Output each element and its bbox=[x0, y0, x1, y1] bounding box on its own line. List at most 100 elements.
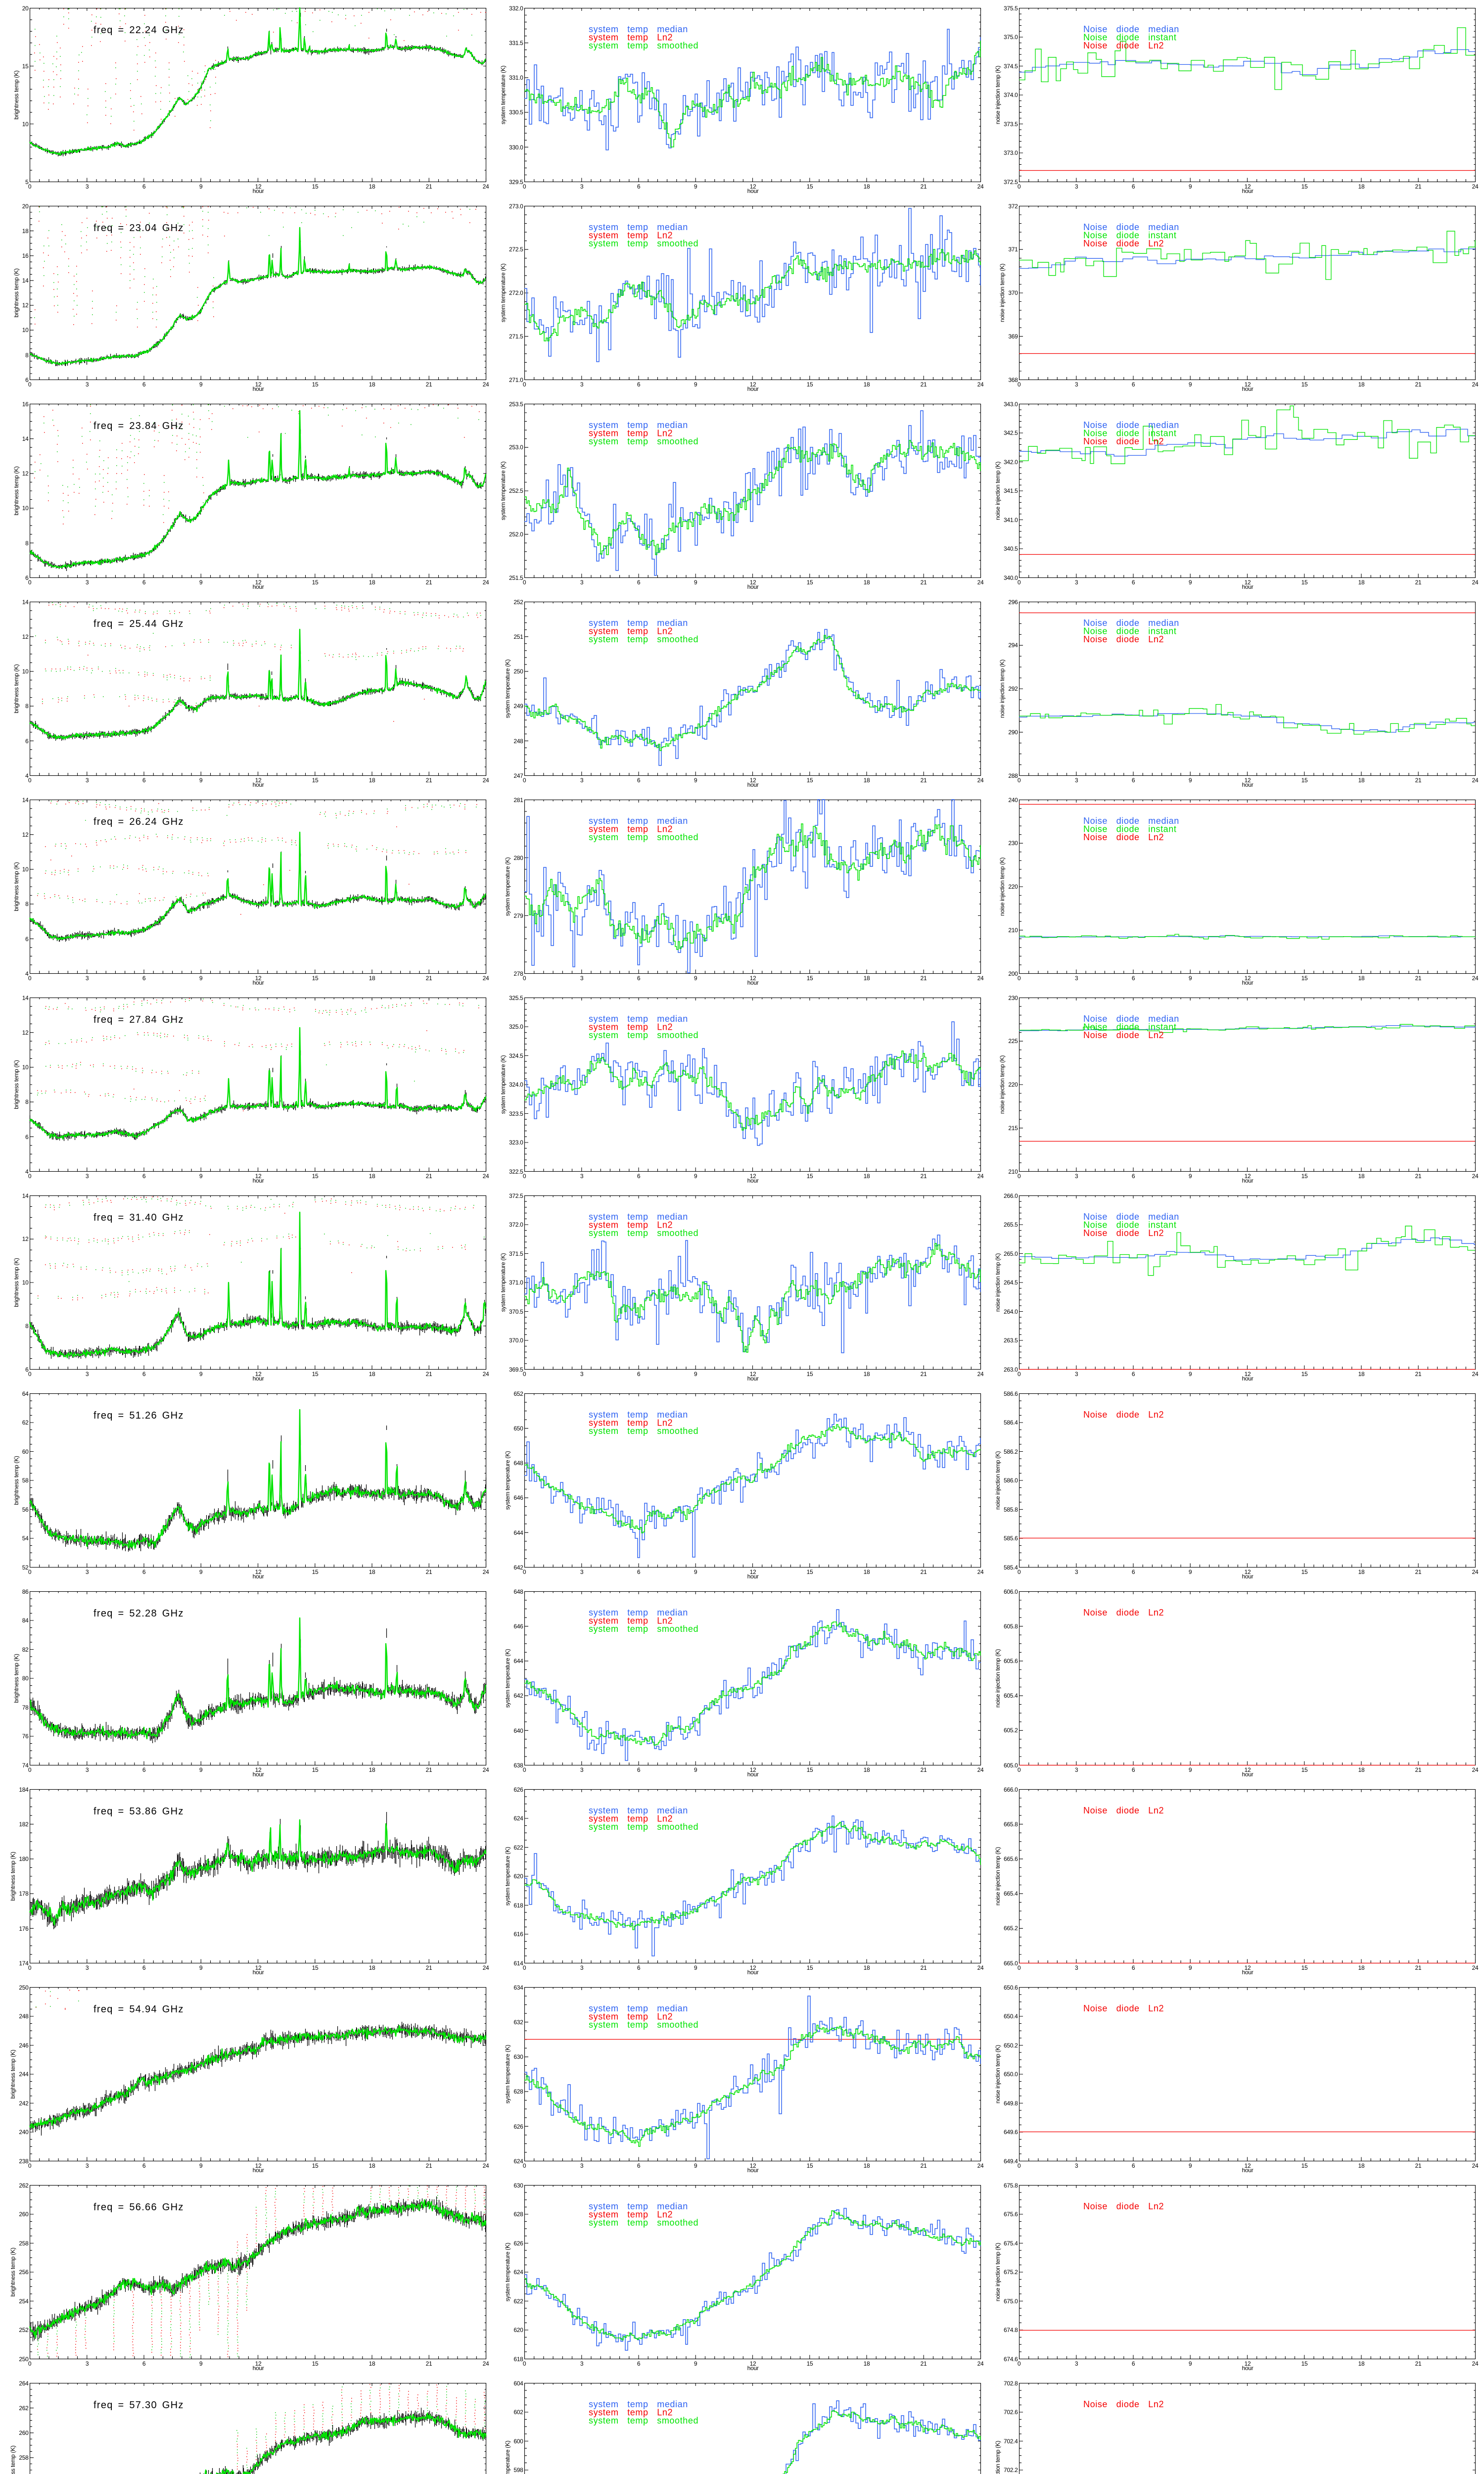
svg-text:21: 21 bbox=[921, 2162, 927, 2169]
svg-text:372: 372 bbox=[1008, 203, 1018, 210]
svg-text:230: 230 bbox=[1008, 840, 1018, 847]
svg-text:294: 294 bbox=[1008, 642, 1018, 649]
svg-text:24: 24 bbox=[483, 1964, 489, 1971]
svg-text:18: 18 bbox=[369, 1371, 375, 1378]
svg-text:21: 21 bbox=[426, 1371, 432, 1378]
svg-text:586.6: 586.6 bbox=[1004, 1390, 1018, 1397]
svg-text:system temp median: system temp median bbox=[589, 2201, 688, 2211]
svg-text:15: 15 bbox=[312, 2360, 319, 2367]
svg-text:618: 618 bbox=[513, 1902, 523, 1909]
svg-text:6: 6 bbox=[142, 183, 146, 190]
svg-text:freq = 54.94 GHz: freq = 54.94 GHz bbox=[93, 2004, 184, 2015]
svg-text:system temp Ln2: system temp Ln2 bbox=[589, 2210, 673, 2220]
svg-text:6: 6 bbox=[637, 2360, 641, 2367]
svg-text:266.0: 266.0 bbox=[1004, 1192, 1018, 1199]
svg-text:hour: hour bbox=[1242, 188, 1253, 194]
svg-text:10: 10 bbox=[22, 1064, 29, 1071]
svg-text:12: 12 bbox=[1245, 183, 1251, 190]
svg-text:3: 3 bbox=[86, 1766, 89, 1773]
svg-text:21: 21 bbox=[426, 1766, 432, 1773]
svg-text:6: 6 bbox=[142, 777, 146, 784]
svg-text:18: 18 bbox=[369, 1766, 375, 1773]
svg-text:freq = 56.66 GHz: freq = 56.66 GHz bbox=[93, 2202, 184, 2213]
svg-text:9: 9 bbox=[1189, 975, 1192, 982]
svg-text:8: 8 bbox=[25, 352, 29, 359]
svg-text:21: 21 bbox=[426, 579, 432, 586]
svg-text:system temp Ln2: system temp Ln2 bbox=[589, 33, 673, 43]
svg-text:freq = 57.30 GHz: freq = 57.30 GHz bbox=[93, 2400, 184, 2411]
svg-text:system temp smoothed: system temp smoothed bbox=[589, 1228, 698, 1238]
svg-text:600: 600 bbox=[513, 2438, 523, 2445]
svg-text:18: 18 bbox=[22, 228, 29, 235]
svg-text:640: 640 bbox=[513, 1727, 523, 1734]
svg-text:605.0: 605.0 bbox=[1004, 1762, 1018, 1769]
svg-text:24: 24 bbox=[483, 381, 489, 388]
svg-text:15: 15 bbox=[1301, 1371, 1308, 1378]
svg-text:5: 5 bbox=[25, 179, 29, 186]
svg-text:12: 12 bbox=[22, 831, 29, 838]
svg-text:18: 18 bbox=[369, 1964, 375, 1971]
svg-text:12: 12 bbox=[1245, 579, 1251, 586]
svg-text:system temp smoothed: system temp smoothed bbox=[589, 436, 698, 446]
svg-text:21: 21 bbox=[921, 777, 927, 784]
svg-text:system temp median: system temp median bbox=[589, 2003, 688, 2013]
svg-text:brightness temp (K): brightness temp (K) bbox=[13, 1258, 20, 1307]
svg-text:702.2: 702.2 bbox=[1004, 2467, 1018, 2474]
svg-text:24: 24 bbox=[1472, 381, 1479, 388]
svg-text:626: 626 bbox=[513, 2240, 523, 2247]
svg-text:hour: hour bbox=[747, 1969, 759, 1976]
svg-text:hour: hour bbox=[747, 385, 759, 392]
svg-text:253.0: 253.0 bbox=[509, 444, 523, 451]
svg-text:215: 215 bbox=[1008, 1125, 1018, 1132]
svg-text:Noise diode median: Noise diode median bbox=[1083, 222, 1179, 232]
svg-text:3: 3 bbox=[580, 1766, 584, 1773]
svg-text:372.0: 372.0 bbox=[509, 1221, 523, 1228]
svg-text:3: 3 bbox=[580, 1371, 584, 1378]
svg-text:604: 604 bbox=[513, 2380, 523, 2387]
svg-text:10: 10 bbox=[22, 668, 29, 675]
svg-text:24: 24 bbox=[483, 1371, 489, 1378]
svg-text:272.0: 272.0 bbox=[509, 289, 523, 296]
svg-text:Noise diode Ln2: Noise diode Ln2 bbox=[1083, 2201, 1164, 2211]
svg-text:Noise diode instant: Noise diode instant bbox=[1083, 428, 1177, 438]
svg-text:hour: hour bbox=[253, 1969, 264, 1976]
svg-text:12: 12 bbox=[1245, 1766, 1251, 1773]
svg-text:12: 12 bbox=[750, 579, 756, 586]
svg-text:Noise diode instant: Noise diode instant bbox=[1083, 1022, 1177, 1032]
svg-text:6: 6 bbox=[637, 1173, 641, 1180]
svg-text:24: 24 bbox=[483, 579, 489, 586]
svg-text:brightness temp (K): brightness temp (K) bbox=[13, 268, 20, 317]
svg-text:0: 0 bbox=[1018, 1371, 1021, 1378]
svg-text:0: 0 bbox=[523, 1569, 526, 1575]
svg-text:280: 280 bbox=[513, 855, 523, 861]
svg-text:system temperature (K): system temperature (K) bbox=[500, 263, 507, 322]
svg-text:15: 15 bbox=[807, 183, 813, 190]
svg-text:648: 648 bbox=[513, 1460, 523, 1467]
svg-text:250: 250 bbox=[19, 2356, 29, 2363]
svg-text:21: 21 bbox=[1415, 1371, 1422, 1378]
svg-text:0: 0 bbox=[1018, 1964, 1021, 1971]
svg-text:0: 0 bbox=[28, 975, 32, 982]
svg-text:hour: hour bbox=[1242, 385, 1253, 392]
svg-text:54: 54 bbox=[22, 1535, 29, 1542]
svg-text:24: 24 bbox=[1472, 975, 1479, 982]
svg-text:9: 9 bbox=[199, 1569, 203, 1575]
svg-text:263.0: 263.0 bbox=[1004, 1366, 1018, 1373]
svg-text:585.8: 585.8 bbox=[1004, 1506, 1018, 1513]
svg-text:12: 12 bbox=[1245, 975, 1251, 982]
svg-text:3: 3 bbox=[86, 381, 89, 388]
svg-text:586.4: 586.4 bbox=[1004, 1419, 1018, 1426]
svg-text:15: 15 bbox=[1301, 2360, 1308, 2367]
svg-text:15: 15 bbox=[312, 777, 319, 784]
svg-text:brightness temp (K): brightness temp (K) bbox=[13, 664, 20, 713]
svg-text:system temp median: system temp median bbox=[589, 618, 688, 628]
svg-text:9: 9 bbox=[694, 1173, 697, 1180]
svg-text:288: 288 bbox=[1008, 772, 1018, 779]
svg-text:hour: hour bbox=[747, 583, 759, 590]
svg-text:8: 8 bbox=[25, 1098, 29, 1105]
svg-text:10: 10 bbox=[22, 121, 29, 128]
svg-text:12: 12 bbox=[1245, 777, 1251, 784]
svg-text:0: 0 bbox=[28, 381, 32, 388]
svg-text:666.0: 666.0 bbox=[1004, 1786, 1018, 1793]
svg-text:0: 0 bbox=[1018, 777, 1021, 784]
